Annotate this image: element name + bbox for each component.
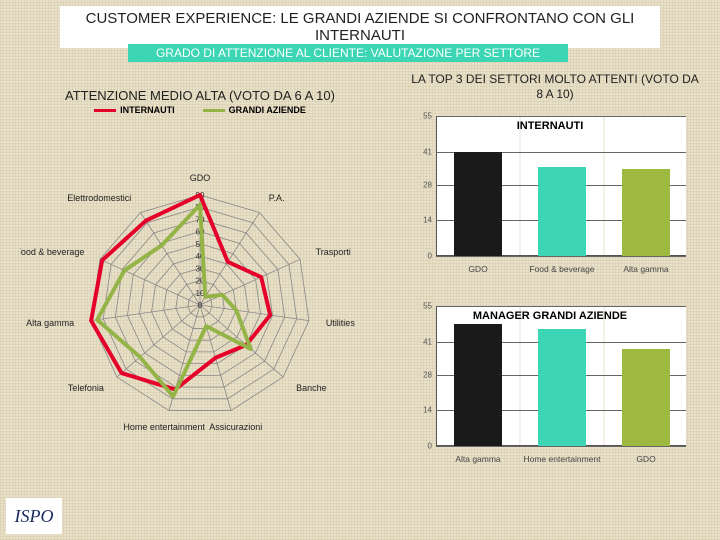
radar-panel: ATTENZIONE MEDIO ALTA (VOTO DA 6 A 10) I… bbox=[20, 88, 380, 475]
legend-swatch bbox=[94, 109, 116, 112]
y-tick-label: 28 bbox=[410, 370, 432, 379]
y-tick-label: 0 bbox=[410, 442, 432, 451]
bar-chart-title: INTERNAUTI bbox=[410, 120, 690, 132]
legend-item: GRANDI AZIENDE bbox=[203, 105, 306, 115]
x-tick-label: Alta gamma bbox=[606, 264, 686, 274]
svg-text:GDO: GDO bbox=[190, 173, 211, 183]
svg-text:Alta gamma: Alta gamma bbox=[26, 318, 74, 328]
page-title: CUSTOMER EXPERIENCE: LE GRANDI AZIENDE S… bbox=[60, 6, 660, 48]
bar-chart: 014284155GDOFood & beverageAlta gammaINT… bbox=[410, 108, 690, 288]
svg-text:Trasporti: Trasporti bbox=[316, 247, 351, 257]
svg-text:P.A.: P.A. bbox=[269, 193, 285, 203]
gridline bbox=[436, 256, 686, 257]
radar-legend: INTERNAUTI GRANDI AZIENDE bbox=[20, 105, 380, 115]
bar bbox=[454, 324, 502, 446]
bar bbox=[622, 349, 670, 446]
bars-title: LA TOP 3 DEI SETTORI MOLTO ATTENTI (VOTO… bbox=[410, 72, 700, 102]
svg-text:Home entertainment: Home entertainment bbox=[123, 422, 205, 432]
gridline bbox=[436, 446, 686, 447]
logo: ISPO bbox=[6, 498, 62, 534]
x-tick-label: GDO bbox=[606, 454, 686, 464]
bar bbox=[538, 329, 586, 446]
x-tick-label: Alta gamma bbox=[438, 454, 518, 464]
svg-text:0: 0 bbox=[198, 301, 203, 310]
bar bbox=[622, 169, 670, 256]
svg-text:Elettrodomestici: Elettrodomestici bbox=[67, 193, 131, 203]
bar bbox=[454, 152, 502, 256]
svg-text:Utilities: Utilities bbox=[326, 318, 356, 328]
x-tick-label: GDO bbox=[438, 264, 518, 274]
bar bbox=[538, 167, 586, 256]
bar-chart: 014284155Alta gammaHome entertainmentGDO… bbox=[410, 298, 690, 478]
svg-text:Assicurazioni: Assicurazioni bbox=[209, 422, 262, 432]
legend-swatch bbox=[203, 109, 225, 112]
y-tick-label: 0 bbox=[410, 252, 432, 261]
x-tick-label: Home entertainment bbox=[522, 454, 602, 464]
legend-label: GRANDI AZIENDE bbox=[229, 105, 306, 115]
gridline bbox=[436, 306, 686, 307]
y-tick-label: 28 bbox=[410, 180, 432, 189]
gridline bbox=[436, 116, 686, 117]
radar-chart: 0102030405060708090GDOP.A.TrasportiUtili… bbox=[20, 115, 380, 475]
svg-text:Banche: Banche bbox=[296, 383, 327, 393]
page-subtitle: GRADO DI ATTENZIONE AL CLIENTE: VALUTAZI… bbox=[128, 44, 568, 62]
bars-panel: LA TOP 3 DEI SETTORI MOLTO ATTENTI (VOTO… bbox=[410, 72, 700, 488]
y-tick-label: 41 bbox=[410, 147, 432, 156]
y-tick-label: 14 bbox=[410, 406, 432, 415]
legend-label: INTERNAUTI bbox=[120, 105, 175, 115]
svg-text:Telefonia: Telefonia bbox=[68, 383, 104, 393]
legend-item: INTERNAUTI bbox=[94, 105, 175, 115]
y-tick-label: 41 bbox=[410, 337, 432, 346]
svg-text:Food & beverage: Food & beverage bbox=[20, 247, 84, 257]
y-tick-label: 14 bbox=[410, 216, 432, 225]
x-tick-label: Food & beverage bbox=[522, 264, 602, 274]
bar-chart-title: MANAGER GRANDI AZIENDE bbox=[410, 310, 690, 322]
radar-title: ATTENZIONE MEDIO ALTA (VOTO DA 6 A 10) bbox=[20, 88, 380, 103]
